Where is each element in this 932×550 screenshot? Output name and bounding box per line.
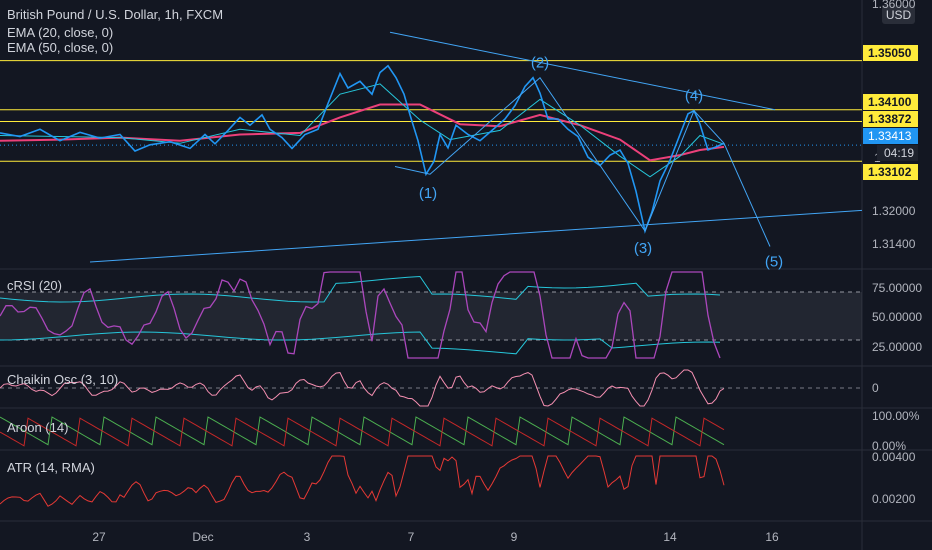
crsi-upper-band [0, 275, 721, 303]
aroon-panel[interactable]: Aroon (14) 100.00% 0.00% [0, 409, 920, 453]
crsi-tick: 75.00000 [872, 281, 922, 295]
time-label: 27 [92, 530, 106, 544]
chaikin-line [0, 369, 725, 407]
horizontal-levels [0, 60, 862, 162]
chaikin-panel[interactable]: Chaikin Osc (3, 10) 0 [0, 369, 879, 407]
price-tick: 1.32000 [872, 204, 916, 218]
chart-title: British Pound / U.S. Dollar, 1h, FXCM [7, 7, 223, 22]
price-badge-label: 1.35050 [868, 46, 912, 60]
aroon-tick: 0.00% [872, 439, 906, 453]
time-label: 16 [765, 530, 779, 544]
ema50-line [0, 103, 725, 162]
wave-label: (2) [531, 55, 549, 72]
price-line [0, 64, 725, 234]
atr-panel[interactable]: ATR (14, RMA) 0.00400 0.00200 [0, 450, 916, 507]
countdown-label: 04:19 [884, 146, 914, 160]
price-tick: 1.36000 [872, 0, 916, 11]
ema50-legend: EMA (50, close, 0) [7, 40, 113, 55]
aroon-title: Aroon (14) [7, 420, 68, 435]
trendlines[interactable] [89, 31, 863, 263]
crsi-lower-band [0, 331, 721, 355]
trendline[interactable] [389, 31, 776, 111]
crsi-band-fill [0, 292, 862, 340]
crsi-tick: 50.00000 [872, 310, 922, 324]
time-label: 14 [663, 530, 677, 544]
price-badge-3: 1.33872 [863, 111, 918, 127]
time-label: 3 [304, 530, 311, 544]
time-label: 7 [408, 530, 415, 544]
crsi-line [0, 271, 721, 359]
chaikin-tick: 0 [872, 381, 879, 395]
price-badge-1: 1.35050 [863, 45, 918, 61]
time-label: Dec [192, 530, 213, 544]
price-axis[interactable]: 1.36000 1.32000 1.31400 1 1.35050 1.3410… [863, 0, 918, 251]
price-badge-2: 1.34100 [863, 94, 918, 110]
wave-label: (1) [419, 185, 437, 202]
wave-label: (3) [634, 240, 652, 257]
currency-button[interactable]: USD [882, 5, 915, 24]
time-axis[interactable]: 27 Dec 3 7 9 14 16 [92, 530, 779, 544]
wave-labels: (1) (2) (3) (4) (5) [419, 55, 783, 271]
price-badge-label: 1.33102 [868, 165, 912, 179]
currency-label: USD [886, 8, 912, 22]
price-badge-4: 1.33102 [863, 164, 918, 180]
trendline[interactable] [89, 209, 863, 263]
ema20-legend: EMA (20, close, 0) [7, 25, 113, 40]
crsi-tick: 25.00000 [872, 340, 922, 354]
price-badge-label: 1.34100 [868, 95, 912, 109]
aroon-tick: 100.00% [872, 409, 920, 423]
last-price-label: 1.33413 [868, 129, 912, 143]
time-label: 9 [511, 530, 518, 544]
wave-label: (5) [765, 254, 783, 271]
countdown-badge: 04:19 [877, 145, 918, 161]
atr-title: ATR (14, RMA) [7, 460, 95, 475]
price-tick: 1.31400 [872, 237, 916, 251]
price-badge-label: 1.33872 [868, 112, 912, 126]
atr-tick: 0.00400 [872, 450, 916, 464]
chaikin-title: Chaikin Osc (3, 10) [7, 372, 118, 387]
last-price-badge: 1.33413 [863, 128, 918, 144]
aroon-down-line [0, 417, 725, 447]
atr-line [0, 455, 725, 507]
crsi-panel[interactable]: cRSI (20) 75.00000 50.00000 25.00000 [0, 271, 922, 359]
crsi-title: cRSI (20) [7, 278, 62, 293]
wave-label: (4) [685, 88, 703, 105]
atr-tick: 0.00200 [872, 492, 916, 506]
elliott-wave-line[interactable] [394, 76, 771, 247]
